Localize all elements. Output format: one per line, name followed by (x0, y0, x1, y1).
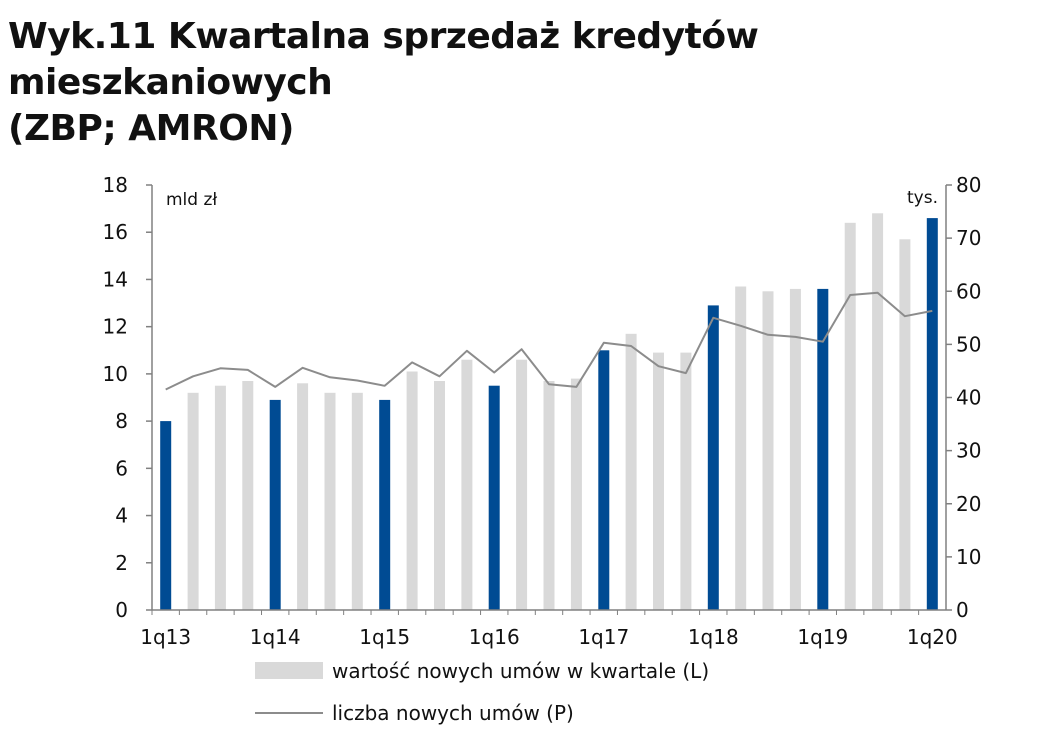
left-tick-label: 0 (115, 598, 128, 622)
right-tick-label: 20 (956, 492, 981, 516)
series-line (165, 291, 933, 391)
bar-3q15 (434, 381, 445, 610)
bar-1q19 (817, 288, 829, 610)
left-axis-unit: mld zł (166, 190, 217, 210)
bar-2q19 (844, 222, 856, 611)
right-tick-label: 30 (956, 439, 981, 463)
bar-2q16 (516, 359, 528, 610)
bar-1q17 (598, 350, 610, 610)
bar-1q15 (379, 399, 391, 610)
right-tick-label: 70 (956, 226, 981, 250)
right-tick-label: 80 (956, 173, 981, 197)
bar-2q14 (297, 383, 309, 610)
bar-4q14 (351, 392, 363, 610)
bar-2q17 (625, 333, 637, 610)
right-tick-label: 10 (956, 545, 981, 569)
x-tick-label: 1q17 (578, 625, 629, 649)
axes-layer: 0 2 4 6 8 10 12 14 16 18 0 10 20 30 40 50 60 70 80 1q13 1q14… (103, 173, 982, 649)
legend-label-line: liczba nowych umów (P) (332, 701, 574, 725)
left-tick-label: 14 (103, 267, 128, 291)
bar-4q15 (461, 359, 473, 610)
left-tick-label: 16 (103, 220, 128, 244)
x-tick-label: 1q20 (907, 625, 958, 649)
bar-1q13 (160, 421, 172, 610)
chart-title: Wyk.11 Kwartalna sprzedaż kredytów miesz… (8, 14, 1038, 152)
bar-3q18 (762, 291, 774, 611)
left-tick-label: 4 (115, 504, 128, 528)
x-tick-label: 1q13 (140, 625, 191, 649)
bar-4q17 (680, 352, 692, 610)
bar-1q20 (926, 218, 938, 610)
right-tick-label: 0 (956, 598, 969, 622)
x-tick-label: 1q19 (797, 625, 848, 649)
bar-4q16 (570, 378, 582, 610)
left-tick-label: 18 (103, 173, 128, 197)
x-tick-label: 1q16 (469, 625, 520, 649)
bar-2q18 (735, 286, 747, 610)
bar-3q14 (324, 392, 336, 610)
right-tick-label: 50 (956, 332, 981, 356)
chart-title-line2: (ZBP; AMRON) (8, 108, 294, 149)
bar-3q17 (653, 352, 664, 610)
bars-layer (160, 213, 938, 611)
x-tick-label: 1q18 (688, 625, 739, 649)
bar-1q14 (269, 399, 281, 610)
bar-3q16 (543, 381, 555, 610)
bar-1q16 (488, 385, 500, 610)
right-axis-unit: tys. (907, 188, 938, 208)
left-tick-label: 10 (103, 362, 128, 386)
bar-3q13 (214, 385, 226, 610)
bar-4q18 (789, 288, 801, 610)
line-layer (165, 291, 933, 391)
bar-4q19 (899, 239, 911, 611)
chart-title-line1: Wyk.11 Kwartalna sprzedaż kredytów miesz… (8, 16, 759, 103)
bar-1q18 (707, 305, 719, 610)
bar-2q13 (187, 392, 199, 610)
x-tick-label: 1q15 (359, 625, 410, 649)
legend: wartość nowych umów w kwartale (L) liczb… (255, 659, 709, 725)
bar-4q13 (242, 381, 254, 610)
left-tick-label: 2 (115, 551, 128, 575)
left-tick-label: 8 (115, 409, 128, 433)
legend-swatch-bar (255, 662, 323, 679)
x-tick-label: 1q14 (250, 625, 301, 649)
left-tick-label: 6 (115, 456, 128, 480)
bar-2q15 (406, 371, 418, 610)
left-tick-label: 12 (103, 315, 128, 339)
right-tick-label: 60 (956, 279, 981, 303)
right-tick-label: 40 (956, 386, 981, 410)
legend-label-bar: wartość nowych umów w kwartale (L) (332, 659, 709, 683)
bar-3q19 (872, 213, 884, 611)
